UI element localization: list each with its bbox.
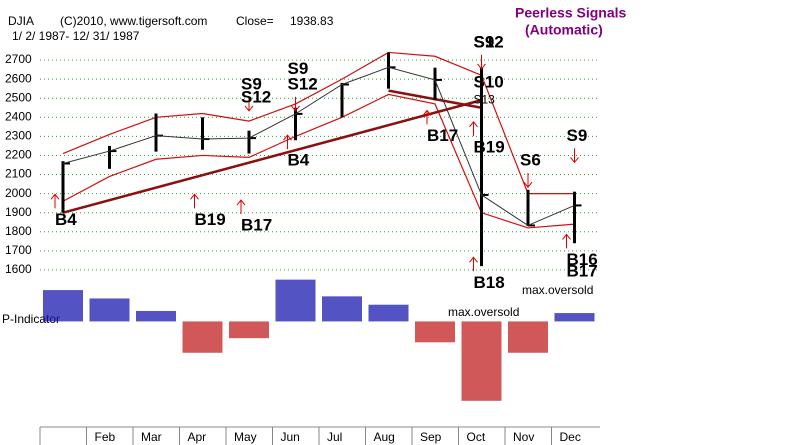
signal-arrow bbox=[469, 121, 478, 136]
indicator-bar bbox=[43, 290, 83, 322]
signal-arrow bbox=[190, 193, 199, 209]
x-tick-label: May bbox=[234, 430, 257, 444]
close-label: Close= bbox=[236, 14, 274, 28]
indicator-bar bbox=[182, 321, 223, 353]
signal-label: S12 bbox=[474, 32, 504, 51]
date-range: 1/ 2/ 1987- 12/ 31/ 1987 bbox=[12, 29, 140, 43]
signal-label: S9 bbox=[241, 74, 262, 93]
indicator-bar bbox=[322, 296, 362, 322]
indicator-bar bbox=[89, 298, 130, 322]
signal-arrow bbox=[570, 148, 579, 164]
signal-arrow bbox=[422, 109, 432, 125]
signal-label: S6 bbox=[520, 151, 541, 170]
signal-label: B19 bbox=[195, 210, 226, 229]
signal-arrow bbox=[477, 54, 486, 70]
y-tick-label: 2500 bbox=[5, 90, 32, 104]
y-tick-label: 2400 bbox=[5, 109, 32, 123]
indicator-bar bbox=[508, 321, 548, 353]
signal-label: S9 bbox=[567, 126, 588, 145]
signal-label: B4 bbox=[288, 151, 310, 170]
signal-arrow bbox=[236, 199, 246, 215]
x-tick-label: Jun bbox=[281, 430, 300, 444]
signal-label: B16 bbox=[567, 250, 598, 269]
x-tick-label: Sep bbox=[420, 430, 442, 444]
oversold-label: max.oversold bbox=[448, 305, 519, 319]
signal-label: B4 bbox=[55, 210, 77, 229]
close-line bbox=[62, 66, 575, 227]
indicator-bar bbox=[275, 279, 316, 322]
indicator-bar bbox=[229, 321, 269, 339]
signal-label: S10 bbox=[474, 72, 504, 91]
y-tick-label: 1800 bbox=[5, 224, 32, 238]
ticker: DJIA bbox=[8, 14, 34, 28]
y-tick-label: 2600 bbox=[5, 71, 32, 85]
x-tick-label: Dec bbox=[560, 430, 581, 444]
y-tick-label: 2700 bbox=[5, 52, 32, 66]
x-tick-label: Jul bbox=[327, 430, 342, 444]
y-tick-label: 1900 bbox=[5, 205, 32, 219]
oversold-label: max.oversold bbox=[522, 283, 593, 297]
signal-arrow bbox=[283, 134, 292, 150]
signal-label: S9 bbox=[474, 32, 495, 51]
x-tick-label: Aug bbox=[374, 430, 395, 444]
signals-subtitle: (Automatic) bbox=[525, 22, 603, 38]
y-tick-label: 2000 bbox=[5, 186, 32, 200]
signal-arrow bbox=[523, 173, 533, 188]
y-tick-label: 2300 bbox=[5, 129, 32, 143]
x-tick-label: Mar bbox=[141, 430, 162, 444]
signal-label: B18 bbox=[474, 273, 505, 292]
signal-label: B17 bbox=[241, 216, 272, 235]
indicator-bar bbox=[461, 321, 502, 401]
indicator-bar bbox=[136, 310, 176, 322]
x-tick-label: Oct bbox=[467, 430, 486, 444]
y-tick-label: 1700 bbox=[5, 243, 32, 257]
signal-arrow bbox=[291, 96, 300, 112]
indicator-bar bbox=[368, 304, 409, 322]
signal-label: S12 bbox=[288, 74, 318, 93]
indicator-bar bbox=[415, 321, 455, 343]
signal-label: S9 bbox=[288, 59, 309, 78]
x-tick-label: Apr bbox=[188, 430, 207, 444]
signal-arrow bbox=[244, 96, 254, 112]
signal-arrow bbox=[562, 233, 571, 249]
signals-title: Peerless Signals bbox=[515, 5, 627, 21]
band-line bbox=[62, 93, 575, 229]
x-tick-label: Nov bbox=[513, 430, 534, 444]
trendline bbox=[62, 98, 482, 214]
indicator-bar bbox=[554, 313, 595, 322]
signal-label: B17 bbox=[567, 261, 598, 280]
signal-label: S13 bbox=[474, 92, 496, 106]
close-value: 1938.83 bbox=[290, 14, 334, 28]
copyright: (C)2010, www.tigersoft.com bbox=[60, 14, 207, 28]
band-line bbox=[62, 51, 575, 195]
signal-label: B17 bbox=[427, 126, 458, 145]
signal-label: B19 bbox=[474, 137, 505, 156]
signal-arrow bbox=[469, 256, 478, 272]
signal-label: S12 bbox=[241, 88, 271, 107]
x-tick-label: Feb bbox=[95, 430, 116, 444]
y-tick-label: 1600 bbox=[5, 262, 32, 276]
y-tick-label: 2200 bbox=[5, 148, 32, 162]
signal-arrow bbox=[50, 193, 60, 209]
y-tick-label: 2100 bbox=[5, 167, 32, 181]
